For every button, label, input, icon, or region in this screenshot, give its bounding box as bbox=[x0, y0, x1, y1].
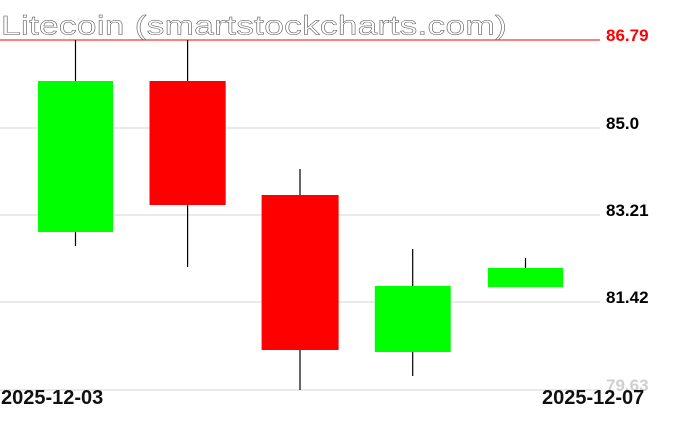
svg-text:Litecoin (smartstockcharts.com: Litecoin (smartstockcharts.com) bbox=[1, 11, 507, 41]
